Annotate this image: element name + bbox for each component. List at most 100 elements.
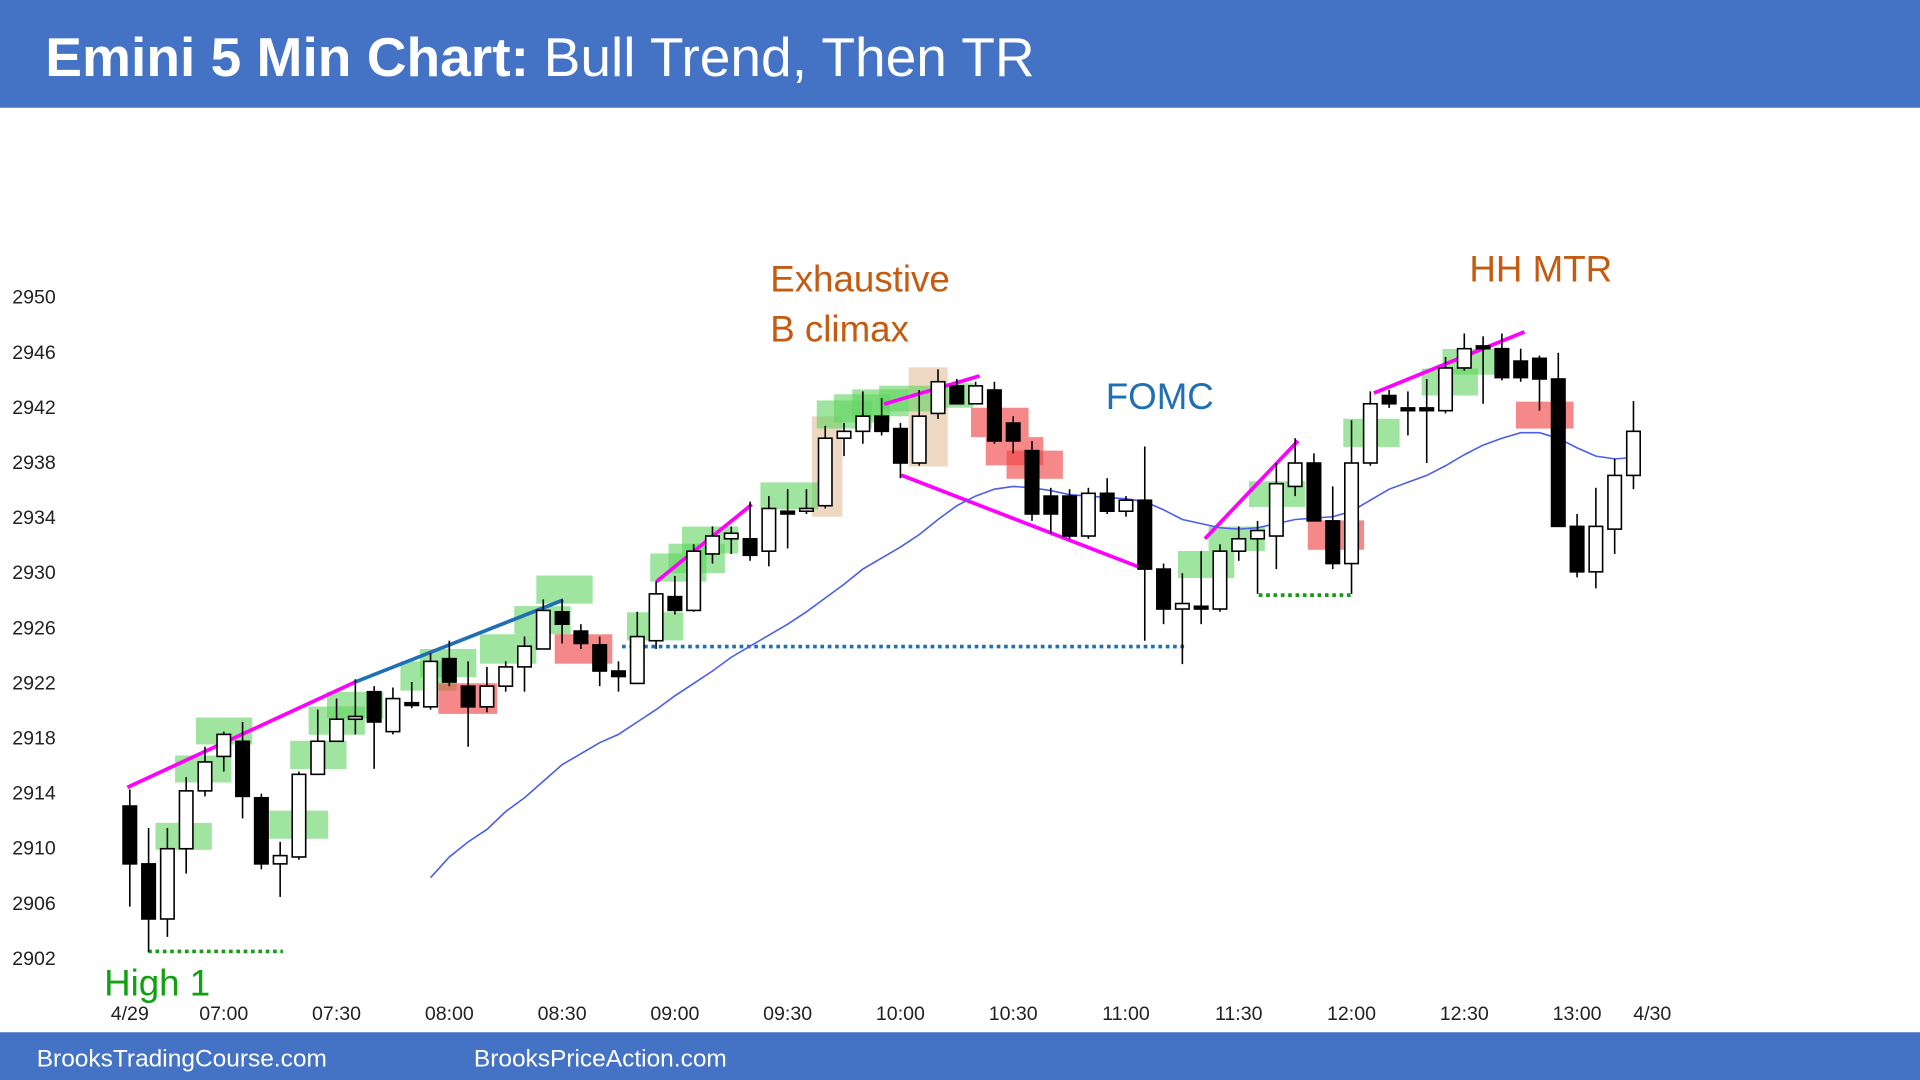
candle-body — [629, 635, 645, 685]
x-tick-label: 4/29 — [111, 1003, 149, 1025]
candle-body — [1607, 474, 1623, 530]
y-tick-label: 2938 — [12, 452, 56, 474]
candle-body — [1625, 430, 1642, 477]
candle-body — [1550, 378, 1566, 528]
y-tick-label: 2950 — [12, 287, 56, 309]
y-tick-label: 2934 — [12, 507, 56, 529]
candle-body — [986, 389, 1002, 442]
candle-body — [1569, 525, 1585, 573]
candle-body — [423, 660, 439, 708]
y-tick-label: 2914 — [12, 783, 56, 805]
candle-body — [159, 847, 175, 920]
y-tick-label: 2926 — [12, 617, 56, 639]
candle-body — [441, 657, 457, 683]
candle-body — [686, 550, 702, 612]
candle-body — [404, 701, 420, 707]
x-tick-label: 07:00 — [199, 1003, 248, 1025]
candle-body — [1306, 462, 1322, 522]
x-tick-label: 08:00 — [425, 1003, 474, 1025]
x-tick-label: 12:00 — [1327, 1003, 1376, 1025]
candle-body — [554, 610, 570, 625]
candle-body — [1513, 360, 1529, 379]
candle-body — [460, 685, 476, 708]
header-bar — [0, 0, 1920, 108]
candle-body — [1156, 568, 1172, 610]
candle-body — [949, 385, 965, 405]
trendlines — [126, 330, 1526, 954]
candle-body — [780, 510, 796, 515]
annotation: HH MTR — [1469, 249, 1612, 290]
candle-body — [347, 715, 363, 721]
candle-body — [761, 507, 777, 552]
candle-body — [836, 430, 852, 440]
candle-body — [855, 415, 871, 433]
x-tick-label: 11:00 — [1102, 1003, 1150, 1025]
y-tick-label: 2946 — [12, 342, 56, 364]
candle-body — [610, 670, 627, 678]
candle-body — [1118, 499, 1134, 513]
annotation: High 1 — [104, 963, 210, 1004]
candle-body — [1437, 367, 1454, 412]
annotation: FOMC — [1106, 376, 1214, 417]
candle-body — [235, 740, 251, 798]
title-rest: Bull Trend, Then TR — [544, 26, 1035, 88]
y-tick-label: 2918 — [12, 727, 56, 749]
footer-link: BrooksTradingCourse.com — [37, 1046, 327, 1073]
x-tick-label: 07:30 — [312, 1003, 361, 1025]
candle-body — [1588, 525, 1604, 573]
x-tick-label: 08:30 — [538, 1003, 587, 1025]
candle-body — [1043, 495, 1059, 515]
candle-body — [573, 630, 589, 645]
candle-body — [798, 507, 814, 513]
x-tick-label: 10:00 — [876, 1003, 925, 1025]
candle-body — [253, 796, 269, 865]
candle-body — [479, 685, 495, 708]
candle-body — [1099, 492, 1115, 513]
x-tick-label: 13:00 — [1553, 1003, 1602, 1025]
y-tick-label: 2922 — [12, 672, 56, 694]
candle-body — [216, 733, 232, 758]
candle-body — [968, 385, 984, 405]
candle-body — [310, 740, 326, 776]
x-tick-label: 11:30 — [1215, 1003, 1263, 1025]
candle-body — [1080, 492, 1096, 537]
candle-body — [742, 537, 758, 557]
footer-bar — [0, 1032, 1920, 1080]
y-tick-label: 2902 — [12, 948, 56, 970]
y-tick-label: 2930 — [12, 562, 56, 584]
candle-body — [704, 535, 720, 555]
candle-body — [1419, 407, 1435, 412]
candle-body — [366, 690, 382, 723]
candle-body — [1456, 347, 1472, 369]
candle-body — [1494, 347, 1510, 379]
candle-body — [1062, 495, 1078, 537]
candle-body — [930, 380, 946, 415]
candle-body — [141, 863, 157, 920]
candle-body — [1344, 462, 1360, 565]
x-tick-label: 10:30 — [989, 1003, 1038, 1025]
candle-body — [1287, 462, 1303, 488]
candle-body — [329, 718, 345, 743]
x-tick-label: 09:30 — [763, 1003, 812, 1025]
footer-link: BrooksPriceAction.com — [474, 1046, 727, 1073]
candle-body — [1231, 537, 1247, 552]
candle-body — [667, 595, 683, 612]
candle-body — [1268, 482, 1284, 537]
candle-body — [178, 790, 194, 850]
candle-body — [1250, 529, 1266, 540]
candle-body — [1212, 550, 1228, 610]
candle-body — [1005, 422, 1021, 442]
candle-body — [516, 645, 533, 668]
candle-body — [1193, 605, 1209, 610]
candle-body — [1531, 357, 1548, 380]
candle-body — [1362, 402, 1378, 464]
candle-body — [1325, 520, 1341, 565]
candle-body — [817, 437, 833, 507]
x-tick-label: 4/30 — [1633, 1003, 1671, 1025]
candle-body — [122, 805, 138, 865]
candle-body — [723, 532, 739, 540]
candle-body — [592, 644, 608, 672]
annotation: B climax — [770, 309, 909, 350]
candle-body — [1137, 499, 1153, 570]
candle-body — [874, 415, 890, 433]
